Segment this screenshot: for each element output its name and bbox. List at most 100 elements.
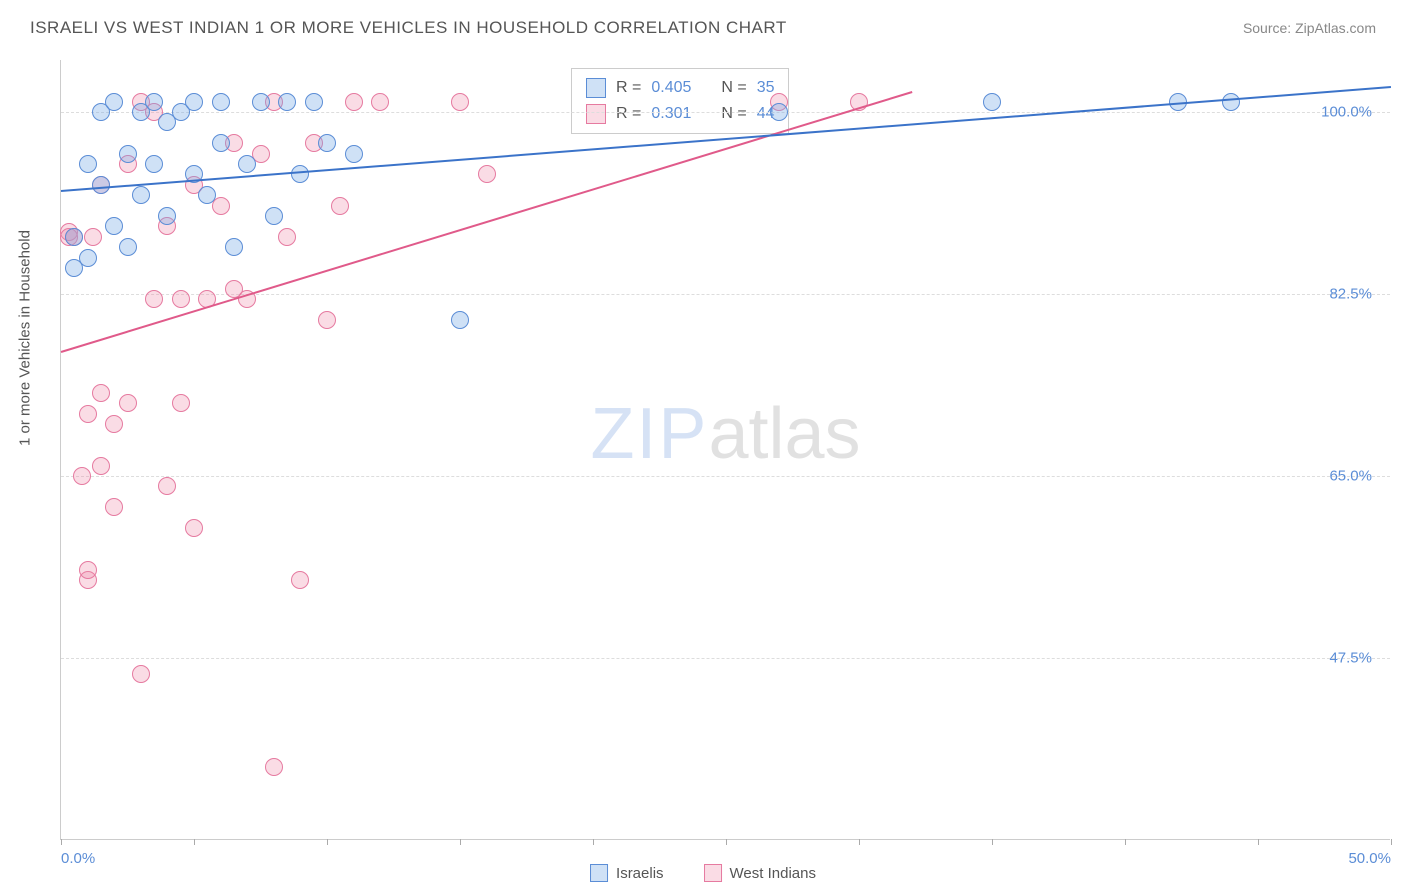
x-tick-mark <box>859 839 860 845</box>
marker-west-indians <box>478 165 496 183</box>
marker-israelis <box>92 176 110 194</box>
marker-israelis <box>318 134 336 152</box>
x-tick-mark <box>460 839 461 845</box>
marker-west-indians <box>371 93 389 111</box>
marker-israelis <box>278 93 296 111</box>
x-tick-mark <box>593 839 594 845</box>
watermark-atlas: atlas <box>708 394 860 474</box>
marker-west-indians <box>119 394 137 412</box>
marker-west-indians <box>132 665 150 683</box>
marker-west-indians <box>73 467 91 485</box>
x-tick-mark <box>1258 839 1259 845</box>
swatch-west-indians-icon <box>704 864 722 882</box>
marker-west-indians <box>92 457 110 475</box>
legend-row-west-indians: R = 0.301 N = 44 <box>586 101 774 127</box>
marker-israelis <box>1222 93 1240 111</box>
marker-west-indians <box>84 228 102 246</box>
marker-israelis <box>105 217 123 235</box>
marker-israelis <box>119 145 137 163</box>
series-legend: Israelis West Indians <box>590 864 816 882</box>
gridline <box>61 112 1390 113</box>
x-tick-mark <box>194 839 195 845</box>
marker-west-indians <box>278 228 296 246</box>
x-tick-mark <box>992 839 993 845</box>
marker-israelis <box>185 93 203 111</box>
plot-area: ZIPatlas R = 0.405 N = 35 R = 0.301 N = … <box>60 60 1390 840</box>
marker-israelis <box>212 93 230 111</box>
marker-west-indians <box>265 758 283 776</box>
marker-israelis <box>145 155 163 173</box>
n-label: N = <box>721 79 746 97</box>
marker-west-indians <box>291 571 309 589</box>
marker-israelis <box>198 186 216 204</box>
marker-israelis <box>65 228 83 246</box>
trendline-west-indians <box>61 91 913 353</box>
marker-west-indians <box>158 477 176 495</box>
source-label: Source: ZipAtlas.com <box>1243 20 1376 36</box>
marker-israelis <box>212 134 230 152</box>
gridline <box>61 658 1390 659</box>
gridline <box>61 294 1390 295</box>
legend-item-israelis: Israelis <box>590 864 664 882</box>
chart-title: ISRAELI VS WEST INDIAN 1 OR MORE VEHICLE… <box>30 18 787 38</box>
marker-west-indians <box>145 290 163 308</box>
marker-israelis <box>252 93 270 111</box>
legend-label-west-indians: West Indians <box>730 865 816 882</box>
gridline <box>61 476 1390 477</box>
swatch-israelis <box>586 78 606 98</box>
x-tick-mark <box>61 839 62 845</box>
x-tick-mark <box>1391 839 1392 845</box>
swatch-west-indians <box>586 104 606 124</box>
y-tick-label: 100.0% <box>1321 104 1372 121</box>
marker-israelis <box>770 103 788 121</box>
marker-west-indians <box>105 415 123 433</box>
marker-israelis <box>265 207 283 225</box>
marker-west-indians <box>92 384 110 402</box>
marker-israelis <box>79 155 97 173</box>
marker-israelis <box>158 207 176 225</box>
marker-west-indians <box>105 498 123 516</box>
marker-west-indians <box>345 93 363 111</box>
marker-israelis <box>225 238 243 256</box>
marker-west-indians <box>185 519 203 537</box>
marker-israelis <box>119 238 137 256</box>
marker-israelis <box>305 93 323 111</box>
watermark-zip: ZIP <box>590 394 708 474</box>
x-tick-mark <box>1125 839 1126 845</box>
watermark: ZIPatlas <box>590 393 860 475</box>
marker-west-indians <box>172 290 190 308</box>
r-value-israelis: 0.405 <box>651 79 711 97</box>
legend-label-israelis: Israelis <box>616 865 664 882</box>
legend-row-israelis: R = 0.405 N = 35 <box>586 75 774 101</box>
marker-israelis <box>291 165 309 183</box>
x-tick-mark <box>327 839 328 845</box>
n-label: N = <box>721 105 746 123</box>
swatch-israelis-icon <box>590 864 608 882</box>
marker-west-indians <box>172 394 190 412</box>
marker-israelis <box>132 186 150 204</box>
correlation-legend: R = 0.405 N = 35 R = 0.301 N = 44 <box>571 68 789 134</box>
y-tick-label: 82.5% <box>1329 286 1372 303</box>
marker-west-indians <box>451 93 469 111</box>
y-tick-label: 47.5% <box>1329 650 1372 667</box>
marker-israelis <box>451 311 469 329</box>
marker-israelis <box>345 145 363 163</box>
r-label: R = <box>616 105 641 123</box>
marker-israelis <box>79 249 97 267</box>
x-tick-label: 50.0% <box>1348 850 1391 867</box>
marker-west-indians <box>318 311 336 329</box>
y-tick-label: 65.0% <box>1329 468 1372 485</box>
marker-israelis <box>105 93 123 111</box>
marker-west-indians <box>79 405 97 423</box>
marker-west-indians <box>79 561 97 579</box>
r-label: R = <box>616 79 641 97</box>
y-axis-label: 1 or more Vehicles in Household <box>17 230 34 446</box>
x-tick-mark <box>726 839 727 845</box>
marker-israelis <box>238 155 256 173</box>
legend-item-west-indians: West Indians <box>704 864 816 882</box>
x-tick-label: 0.0% <box>61 850 95 867</box>
marker-israelis <box>145 93 163 111</box>
r-value-west-indians: 0.301 <box>651 105 711 123</box>
marker-israelis <box>983 93 1001 111</box>
marker-west-indians <box>331 197 349 215</box>
